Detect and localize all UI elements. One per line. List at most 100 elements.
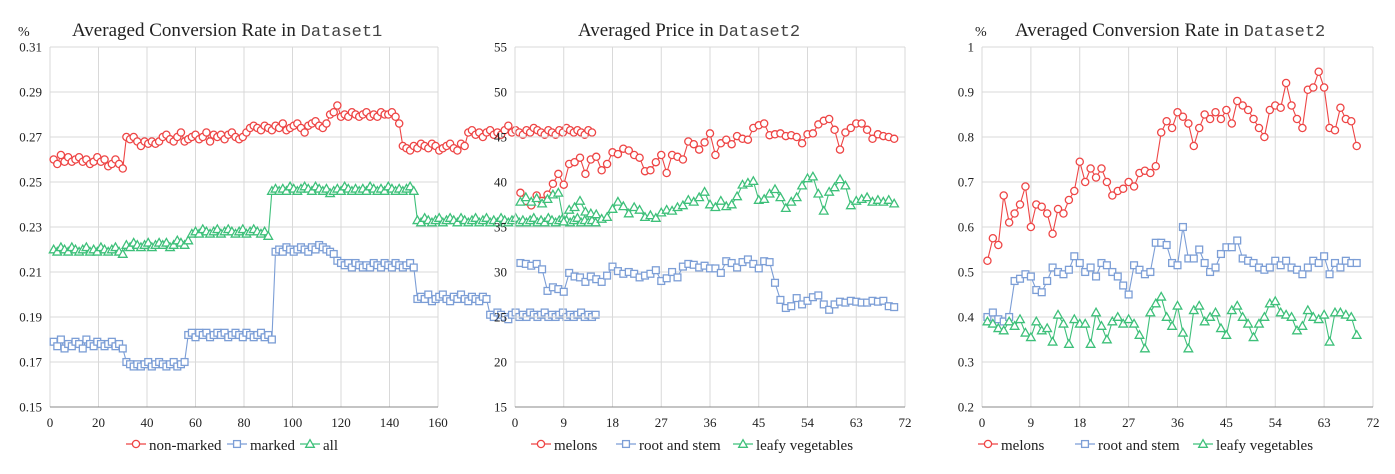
data-point [482,294,491,304]
data-point [1048,263,1057,272]
data-point [408,185,420,195]
data-point [776,295,785,304]
series-root-and-stem [516,255,899,314]
data-point [1280,309,1292,319]
x-tick-label: 54 [1269,415,1283,430]
data-point [840,179,851,190]
data-point [1162,117,1171,126]
data-point [612,196,624,206]
data-point [1052,309,1064,319]
data-point [1199,315,1211,326]
data-point [700,138,709,147]
data-point [504,121,513,131]
data-point [835,145,845,154]
data-point [520,191,532,202]
data-point [1314,258,1323,268]
data-point [180,357,189,367]
y-tick-label: 1 [968,40,975,55]
data-point [1260,132,1269,142]
data-point [1037,202,1046,211]
y-unit-label: % [975,25,987,40]
data-point [1166,320,1178,330]
x-tick-label: 72 [1367,415,1380,430]
data-point [321,183,332,193]
x-tick-label: 140 [380,415,400,430]
data-point [646,166,655,175]
data-point [787,302,796,311]
data-point [1064,265,1073,274]
data-point [1113,272,1122,281]
y-tick-label: 0.21 [19,265,42,280]
data-point [792,132,801,142]
data-point [888,197,900,208]
legend-marker [1197,438,1209,448]
data-point [1124,177,1133,187]
y-tick-label: 40 [494,175,507,190]
legend-item-melons: melons [978,438,1044,454]
series-root-and-stem [983,222,1361,326]
data-point [1226,304,1238,315]
legend-marker [621,439,631,449]
data-point [1021,182,1030,191]
x-tick-label: 60 [189,415,202,430]
data-point [807,170,819,181]
data-point [608,262,617,271]
x-tick-label: 63 [850,415,863,430]
data-point [1041,322,1053,333]
data-point [825,305,834,314]
data-point [662,168,671,178]
legend-marker [304,438,316,448]
data-point [796,179,808,190]
chart-panel-1: Averaged Conversion Rate in Dataset1% 0.3… [0,0,602,474]
data-point [515,196,526,206]
data-point [634,204,645,214]
data-point [1146,267,1155,277]
legend-item-leafy-vegetables: leafy vegetables [1193,438,1313,454]
legend-marker [536,439,546,449]
data-point [1253,318,1265,328]
data-point [693,191,705,202]
data-point [1220,329,1232,339]
y-tick-label: 30 [494,265,507,280]
x-tick-label: 18 [1073,415,1086,430]
data-point [999,191,1008,200]
data-point [694,145,704,154]
data-point [1004,218,1014,227]
data-point [1173,108,1182,117]
data-point [623,207,635,218]
data-point [617,200,629,211]
data-point [656,150,666,160]
y-tick-label: 0.7 [958,175,975,190]
data-point [688,196,700,206]
y-tick-label: 0.9 [958,85,974,100]
data-point [531,192,543,203]
data-point [1025,331,1037,342]
data-point [823,186,835,196]
data-point [554,169,563,179]
data-point [179,239,191,249]
series-melons [516,114,899,210]
data-point [1090,306,1102,317]
data-point [1352,141,1361,151]
x-tick-label: 120 [331,415,351,430]
data-point [572,212,583,222]
data-point [645,209,656,220]
y-tick-label: 50 [494,85,507,100]
data-point [677,199,689,210]
x-tick-label: 9 [561,415,568,430]
data-point [791,191,803,202]
data-point [1298,123,1307,133]
data-point [602,159,612,169]
data-point [743,255,752,264]
data-point [1101,333,1113,344]
legend-marker [737,438,749,448]
data-point [1059,209,1068,218]
series-leafy-vegetables [515,170,900,226]
data-point [1037,288,1046,297]
series-non-marked [49,101,597,173]
data-point [1307,311,1319,321]
data-point [1020,327,1031,337]
data-point [1026,272,1035,281]
data-point [559,287,568,296]
data-point [1081,267,1090,277]
